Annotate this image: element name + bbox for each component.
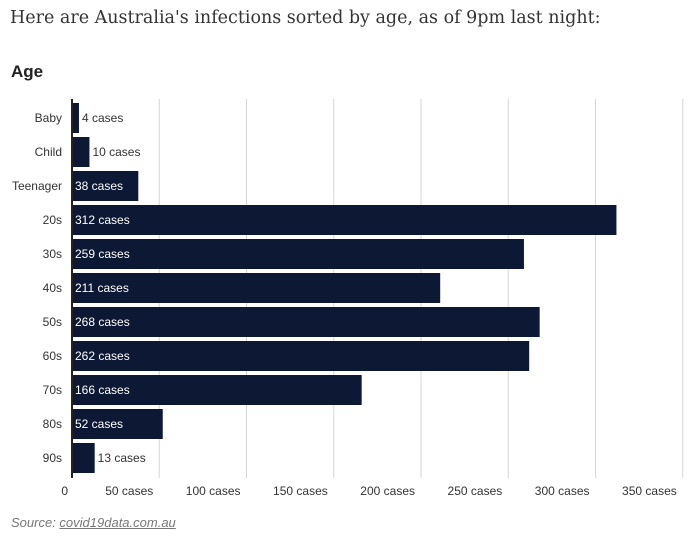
category-label: 20s [43,213,62,227]
x-tick-label: 50 cases [105,484,153,498]
data-label: 262 cases [75,349,130,363]
chart-title: Age [11,62,44,81]
bar [72,443,95,473]
data-label: 52 cases [75,417,123,431]
data-label: 211 cases [75,281,129,295]
x-tick-label: 300 cases [535,484,590,498]
bar [72,341,530,371]
bar [72,103,79,133]
category-label: 30s [43,247,62,261]
data-label: 13 cases [98,451,146,465]
intro-text: Here are Australia's infections sorted b… [10,8,601,28]
data-label: 312 cases [75,213,130,227]
x-tick-label: 150 cases [273,484,328,498]
category-label: Baby [35,111,62,125]
data-label: 259 cases [75,247,130,261]
category-label: 60s [43,349,62,363]
x-tick-label: 100 cases [186,484,241,498]
bar [72,375,362,405]
bar [72,137,90,167]
category-label: 50s [43,315,62,329]
category-label: Child [35,145,62,159]
bar [72,307,540,337]
bar [72,205,617,235]
source-link[interactable]: covid19data.com.au [59,515,176,530]
source-prefix: Source: [11,515,60,530]
data-label: 268 cases [75,315,130,329]
bar [72,239,524,269]
category-label: 80s [43,417,62,431]
category-label: 90s [43,451,62,465]
data-label: 4 cases [82,111,123,125]
x-tick-label: 350 cases [622,484,677,498]
data-label: 10 cases [92,145,140,159]
bar [72,409,163,439]
data-label: 166 cases [75,383,130,397]
category-label: Teenager [12,179,62,193]
category-label: 40s [43,281,62,295]
x-tick-label: 250 cases [448,484,503,498]
category-label: 70s [43,383,62,397]
x-tick-label: 0 [61,484,68,498]
source-note: Source: covid19data.com.au [11,515,176,530]
x-tick-label: 200 cases [360,484,415,498]
bar [72,273,441,303]
data-label: 38 cases [75,179,123,193]
bar [72,171,139,201]
